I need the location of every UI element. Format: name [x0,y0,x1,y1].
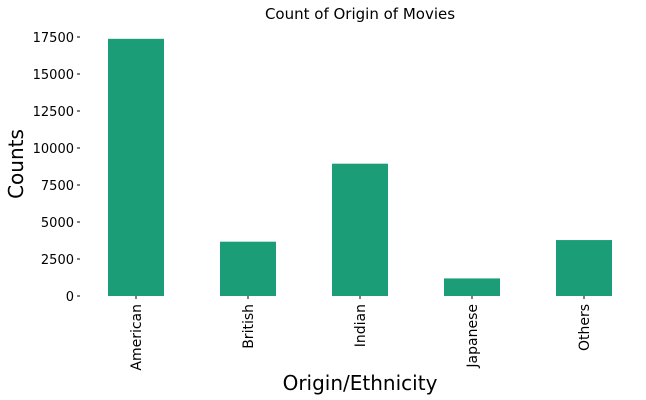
x-tick-label-american: American [129,304,145,371]
bar-others [556,240,612,296]
y-tick-label: 12500 [33,105,74,120]
x-tick-label-british: British [241,304,257,349]
x-axis: American British Indian Japanese Others [129,296,593,371]
bar-american [108,38,164,296]
y-tick-label: 0 [66,290,74,305]
bars-group [108,38,612,296]
y-tick-label: 7500 [41,179,74,194]
bar-indian [332,163,388,296]
bar-british [220,241,276,296]
y-axis: 0 2500 5000 7500 10000 12500 15000 17500 [33,31,80,305]
x-tick-label-japanese: Japanese [465,304,481,369]
bar-japanese [444,278,500,296]
x-axis-label: Origin/Ethnicity [283,371,438,395]
y-tick-label: 5000 [41,216,74,231]
y-tick-label: 15000 [33,68,74,83]
y-tick-label: 10000 [33,142,74,157]
y-tick-label: 17500 [33,31,74,46]
x-tick-label-indian: Indian [353,304,369,347]
y-tick-label: 2500 [41,253,74,268]
chart-title: Count of Origin of Movies [265,5,455,23]
x-tick-label-others: Others [577,304,593,351]
y-axis-label: Counts [4,129,28,199]
